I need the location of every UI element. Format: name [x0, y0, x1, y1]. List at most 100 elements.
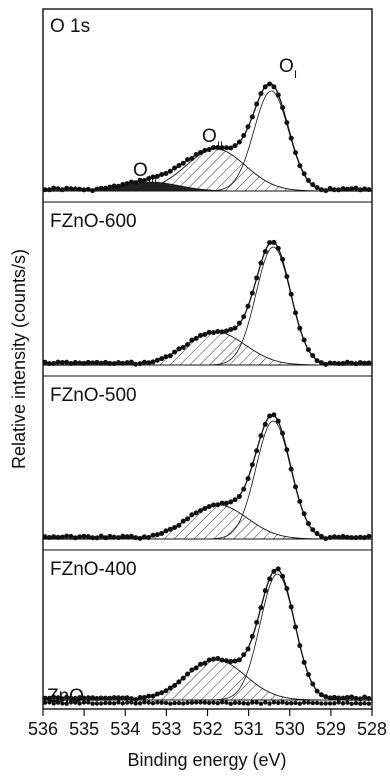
- data-point: [284, 120, 290, 126]
- data-point: [107, 695, 113, 701]
- data-point: [73, 700, 78, 705]
- data-point: [163, 700, 169, 706]
- data-point: [310, 527, 316, 533]
- data-point: [276, 700, 281, 706]
- data-point: [128, 696, 134, 702]
- data-point: [189, 700, 195, 705]
- data-point: [336, 361, 342, 367]
- data-point: [193, 700, 199, 705]
- data-point: [68, 695, 74, 701]
- x-axis: 536 535 534 533 532 531 530 529 528: [28, 709, 387, 739]
- data-point: [98, 695, 104, 701]
- data-point: [128, 533, 134, 539]
- data-point: [103, 535, 109, 541]
- panel-label-zno: ZnO: [47, 686, 84, 707]
- data-point: [236, 139, 242, 145]
- data-point: [176, 522, 182, 528]
- peak-label-o1-main: O: [279, 56, 294, 77]
- data-point: [154, 532, 160, 538]
- data-point: [142, 700, 147, 705]
- data-point: [258, 701, 264, 706]
- data-point: [77, 534, 83, 540]
- data-point: [357, 696, 363, 702]
- data-point: [98, 533, 104, 539]
- data-point: [275, 92, 281, 98]
- data-point: [305, 672, 311, 678]
- data-point: [55, 186, 61, 192]
- data-point: [124, 534, 130, 540]
- data-point: [141, 534, 147, 540]
- data-point: [232, 143, 238, 149]
- data-point: [85, 695, 91, 701]
- data-point: [98, 185, 104, 191]
- data-point: [340, 186, 346, 192]
- panel-label-fzno-400: FZnO-400: [50, 559, 137, 580]
- data-point: [141, 359, 147, 365]
- data-point: [215, 656, 221, 662]
- data-point: [202, 700, 208, 705]
- data-point: [297, 325, 303, 331]
- data-point: [353, 185, 359, 191]
- data-point: [206, 700, 212, 706]
- data-point: [176, 346, 182, 352]
- data-point: [250, 700, 255, 705]
- data-point: [275, 566, 281, 572]
- data-point: [141, 178, 147, 183]
- data-point: [349, 186, 355, 192]
- data-point: [271, 412, 277, 418]
- data-point: [353, 701, 359, 706]
- data-point: [167, 353, 173, 359]
- data-point: [223, 145, 229, 151]
- data-point: [258, 91, 264, 97]
- data-point: [185, 700, 190, 705]
- data-point: [77, 701, 82, 706]
- data-point: [64, 185, 70, 191]
- data-point: [219, 145, 225, 151]
- data-point: [310, 182, 316, 188]
- data-point: [133, 180, 139, 186]
- data-point: [219, 700, 225, 705]
- data-point: [159, 700, 164, 705]
- data-point: [193, 510, 199, 516]
- data-point: [280, 573, 286, 579]
- data-point: [318, 187, 324, 193]
- data-point: [362, 535, 368, 541]
- data-point: [55, 359, 61, 365]
- data-point: [245, 303, 251, 309]
- peak-label-o2-main: O: [202, 126, 217, 147]
- data-point: [362, 694, 368, 700]
- data-point: [340, 360, 346, 366]
- data-point: [163, 688, 169, 694]
- data-point: [267, 413, 273, 419]
- data-point: [146, 176, 152, 182]
- data-point: [198, 700, 203, 705]
- data-point: [258, 433, 264, 439]
- data-point: [314, 700, 320, 706]
- data-point: [103, 700, 108, 706]
- data-point: [150, 532, 156, 538]
- data-point: [284, 447, 290, 453]
- data-point: [288, 291, 294, 297]
- data-point: [206, 504, 212, 510]
- data-point: [198, 661, 204, 667]
- peak-label-o1-sub: I: [294, 69, 297, 81]
- data-point: [189, 155, 195, 161]
- data-point: [189, 337, 195, 343]
- data-point: [47, 700, 52, 705]
- data-point: [202, 660, 208, 666]
- data-point: [81, 695, 87, 701]
- data-point: [219, 329, 225, 335]
- data-point: [223, 500, 229, 506]
- data-point: [51, 534, 57, 540]
- data-point: [249, 114, 255, 120]
- data-point: [232, 325, 238, 331]
- data-point: [90, 360, 96, 366]
- data-point: [206, 657, 212, 663]
- data-point: [103, 185, 109, 191]
- data-point: [64, 533, 70, 539]
- data-point: [245, 646, 251, 652]
- data-point: [81, 533, 87, 539]
- data-point: [98, 701, 104, 706]
- peak-label-o3-sub: III: [148, 174, 157, 186]
- data-point: [332, 701, 337, 706]
